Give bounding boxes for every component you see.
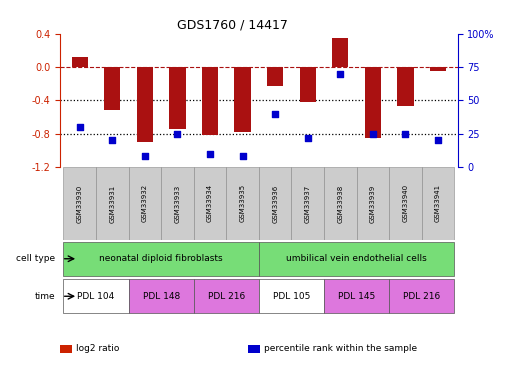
Text: PDL 216: PDL 216: [403, 292, 440, 301]
Point: [238, 153, 247, 159]
Text: percentile rank within the sample: percentile rank within the sample: [264, 344, 417, 353]
Bar: [291, 167, 324, 240]
Bar: [129, 279, 194, 313]
Text: GSM33930: GSM33930: [77, 184, 83, 223]
Bar: [194, 279, 259, 313]
Point: [303, 135, 312, 141]
Bar: [63, 279, 129, 313]
Text: GDS1760 / 14417: GDS1760 / 14417: [177, 19, 288, 32]
Point: [369, 130, 377, 136]
Text: GSM33938: GSM33938: [337, 184, 343, 223]
Bar: [389, 279, 454, 313]
Bar: [259, 242, 454, 276]
Text: time: time: [35, 292, 55, 301]
Bar: [259, 167, 291, 240]
Text: neonatal diploid fibroblasts: neonatal diploid fibroblasts: [99, 254, 223, 263]
Text: PDL 145: PDL 145: [338, 292, 375, 301]
Bar: [72, 57, 88, 67]
Bar: [259, 279, 324, 313]
Text: GSM33934: GSM33934: [207, 184, 213, 222]
Point: [401, 130, 410, 136]
Text: log2 ratio: log2 ratio: [76, 344, 119, 353]
Bar: [422, 167, 454, 240]
Text: GSM33931: GSM33931: [109, 184, 115, 223]
Bar: [202, 67, 218, 135]
Bar: [324, 279, 389, 313]
Text: PDL 216: PDL 216: [208, 292, 245, 301]
Bar: [267, 67, 283, 86]
Text: cell type: cell type: [16, 254, 55, 263]
Point: [336, 70, 345, 77]
Bar: [129, 167, 161, 240]
Text: GSM33932: GSM33932: [142, 184, 148, 222]
Point: [108, 137, 117, 143]
Text: GSM33935: GSM33935: [240, 184, 246, 222]
Text: PDL 104: PDL 104: [77, 292, 115, 301]
Text: PDL 105: PDL 105: [273, 292, 310, 301]
Text: GSM33940: GSM33940: [403, 184, 408, 222]
Text: GSM33941: GSM33941: [435, 184, 441, 222]
Point: [141, 153, 149, 159]
Bar: [194, 167, 226, 240]
Bar: [324, 167, 357, 240]
Bar: [397, 67, 414, 106]
Bar: [234, 67, 251, 132]
Point: [206, 150, 214, 156]
Bar: [104, 67, 120, 110]
Bar: [161, 167, 194, 240]
Bar: [332, 38, 348, 67]
Bar: [365, 67, 381, 138]
Bar: [226, 167, 259, 240]
Bar: [63, 242, 259, 276]
Bar: [430, 67, 446, 71]
Bar: [96, 167, 129, 240]
Bar: [137, 67, 153, 142]
Bar: [389, 167, 422, 240]
Text: GSM33933: GSM33933: [175, 184, 180, 223]
Point: [271, 111, 279, 117]
Text: umbilical vein endothelial cells: umbilical vein endothelial cells: [286, 254, 427, 263]
Point: [75, 124, 84, 130]
Bar: [169, 67, 186, 129]
Text: GSM33937: GSM33937: [305, 184, 311, 223]
Point: [173, 130, 181, 136]
Text: GSM33939: GSM33939: [370, 184, 376, 223]
Text: GSM33936: GSM33936: [272, 184, 278, 223]
Text: PDL 148: PDL 148: [143, 292, 180, 301]
Point: [434, 137, 442, 143]
Bar: [357, 167, 389, 240]
Bar: [300, 67, 316, 102]
Bar: [63, 167, 96, 240]
